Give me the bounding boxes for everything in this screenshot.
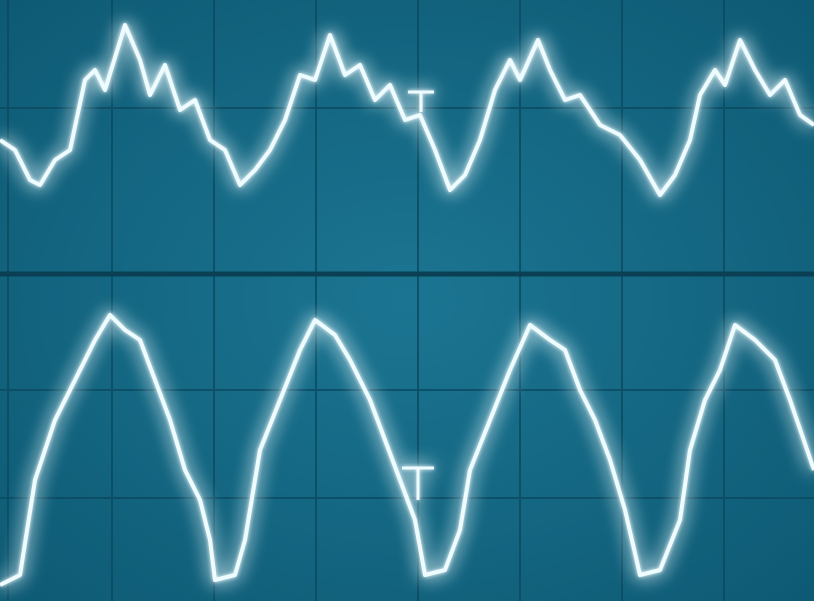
bottom-trace	[0, 313, 814, 587]
top-trace	[0, 23, 814, 197]
traces	[0, 23, 814, 587]
